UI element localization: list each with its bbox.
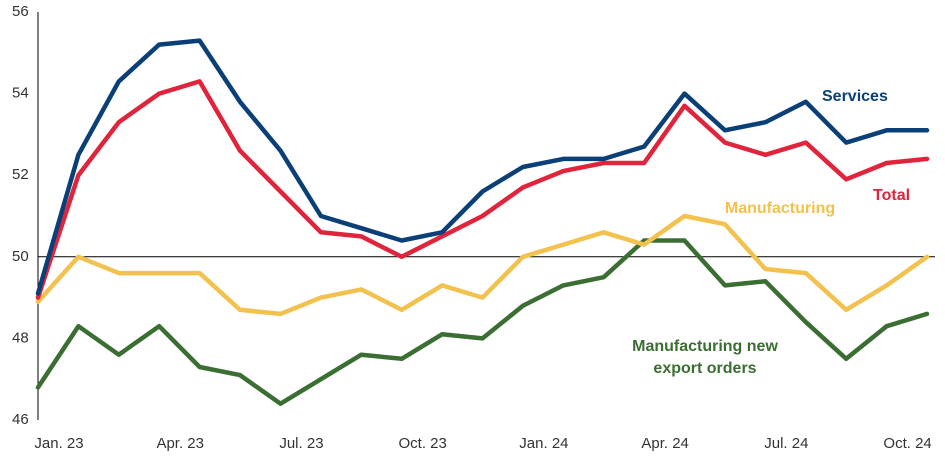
x-tick-label: Jan. 23 — [34, 435, 83, 452]
series-line-services — [35, 38, 930, 296]
x-tick-label: Apr. 23 — [156, 435, 204, 452]
y-tick-label: 54 — [12, 85, 29, 102]
series-lines — [35, 38, 930, 406]
y-tick-label: 52 — [12, 166, 29, 183]
series-label-services: Services — [822, 88, 888, 105]
series-labels: Services Total Manufacturing Manufacturing … — [632, 88, 910, 377]
series-label-manufacturing-new-export-orders: Manufacturing new — [632, 338, 778, 355]
x-tick-label: Jan. 24 — [519, 435, 568, 452]
series-label-manufacturing: Manufacturing — [725, 200, 835, 217]
series-line-manufacturing — [35, 213, 930, 317]
y-tick-label: 50 — [12, 248, 29, 265]
x-tick-label: Apr. 24 — [641, 435, 689, 452]
y-tick-label: 48 — [12, 329, 29, 346]
x-tick-label: Oct. 23 — [399, 435, 447, 452]
x-tick-label: Jul. 24 — [764, 435, 808, 452]
series-label-total: Total — [873, 187, 910, 204]
y-tick-label: 46 — [12, 411, 29, 428]
series-label-manufacturing-new-export-orders: export orders — [653, 360, 756, 377]
axes: 46 48 50 52 54 56 Jan. 23 Apr. 23 Jul. 23 Oct. 23… — [12, 3, 935, 452]
x-tick-label: Oct. 24 — [883, 435, 931, 452]
series-line-manufacturing-new-export-orders — [35, 238, 930, 406]
series-line-total — [35, 79, 930, 300]
x-tick-label: Jul. 23 — [279, 435, 323, 452]
y-tick-label: 56 — [12, 3, 29, 20]
